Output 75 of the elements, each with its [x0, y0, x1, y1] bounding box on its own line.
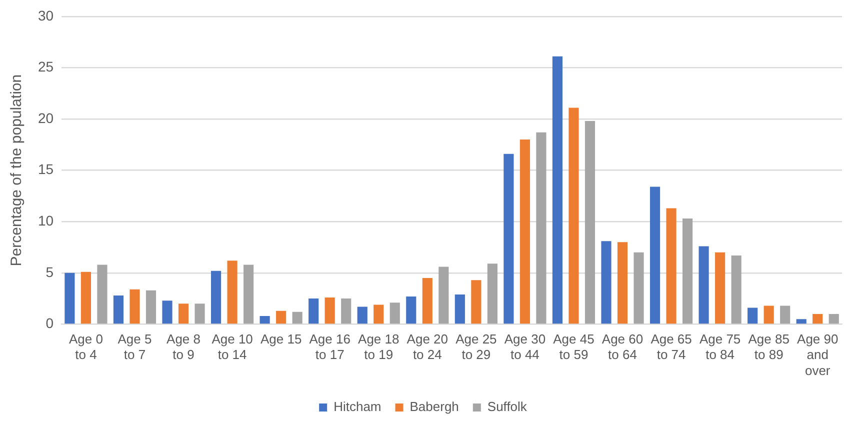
y-tick-label: 25 [38, 58, 54, 75]
bar [146, 290, 156, 324]
bar [650, 186, 660, 324]
x-tick-label: Age 20 to 24 [406, 332, 448, 362]
y-tick-label: 30 [38, 7, 54, 24]
bar [731, 255, 742, 324]
legend-label: Hitcham [334, 399, 382, 414]
bar [812, 314, 823, 324]
x-tick-label: Age 45 to 59 [553, 332, 594, 362]
x-tick-label: Age 0 to 4 [68, 332, 103, 362]
bar [308, 298, 319, 324]
bar [276, 310, 286, 324]
y-axis-title: Percentage of the population [8, 74, 26, 266]
bar [634, 252, 644, 324]
x-tick-label: Age 30 to 44 [504, 332, 546, 362]
bar [471, 280, 482, 324]
bar [227, 260, 238, 324]
x-tick-label: Age 15 [260, 332, 302, 347]
bar [210, 270, 222, 324]
bar [666, 208, 676, 324]
bar [292, 312, 302, 324]
x-tick-label: Age 90 and over [797, 332, 838, 378]
bar [584, 121, 596, 324]
bar [617, 242, 628, 324]
bar [113, 295, 124, 324]
bar [194, 304, 205, 324]
y-tick-label: 5 [46, 264, 54, 280]
bar [504, 154, 514, 324]
bar [260, 316, 270, 324]
bar [130, 289, 140, 324]
bar [422, 278, 432, 324]
bar [80, 272, 91, 324]
x-tick-label: Age 8 to 9 [166, 332, 201, 362]
bar [178, 304, 189, 324]
bar [162, 300, 172, 324]
bar [406, 296, 416, 324]
bar [796, 319, 806, 324]
bar [487, 264, 498, 324]
x-tick-label: Age 18 to 19 [358, 332, 400, 362]
bar [780, 306, 790, 324]
bar [244, 264, 254, 324]
bar [552, 56, 563, 324]
bar [324, 298, 335, 324]
x-tick-label: Age 16 to 17 [309, 332, 350, 362]
bar [374, 304, 384, 324]
y-tick-label: 10 [38, 212, 54, 228]
bar [357, 306, 368, 324]
bar [698, 246, 709, 324]
bar [601, 241, 612, 324]
bar [682, 218, 693, 324]
x-tick-label: Age 10 to 14 [212, 332, 253, 362]
y-tick-label: 15 [38, 161, 54, 178]
bar [64, 272, 75, 324]
bar [715, 252, 726, 324]
x-tick-label: Age 25 to 29 [456, 332, 497, 362]
x-tick-label: Age 75 to 84 [699, 332, 741, 362]
legend-label: Babergh [410, 399, 459, 414]
bar [438, 266, 449, 324]
bar [764, 306, 774, 324]
bar [97, 264, 108, 324]
bar [341, 298, 352, 324]
x-tick-label: Age 65 to 74 [650, 332, 692, 362]
y-tick-label: 0 [46, 315, 54, 332]
bar [828, 314, 839, 324]
bar [390, 302, 400, 324]
x-tick-label: Age 5 to 7 [118, 332, 152, 362]
bar [748, 308, 758, 324]
x-tick-label: Age 60 to 64 [602, 332, 644, 362]
legend-label: Suffolk [487, 399, 528, 414]
bar [454, 294, 465, 324]
y-tick-label: 20 [38, 110, 54, 126]
bar [536, 132, 546, 324]
x-tick-label: Age 85 to 89 [748, 332, 790, 362]
bar [568, 108, 579, 324]
bar [520, 140, 530, 324]
